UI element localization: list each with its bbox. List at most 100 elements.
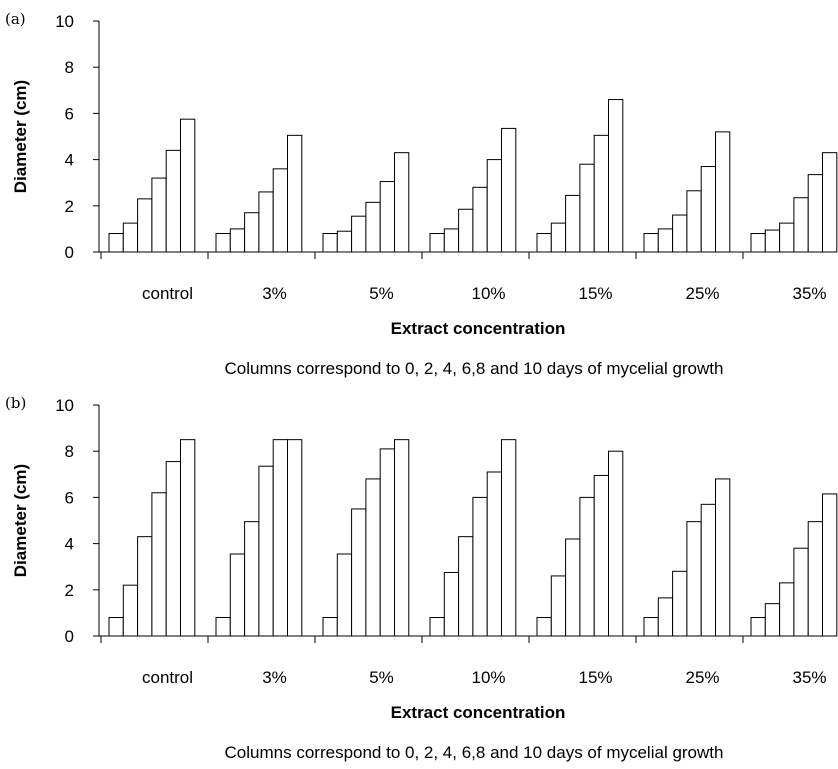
- bar: [579, 163, 595, 253]
- bar: [593, 474, 610, 637]
- x-tick-label: 5%: [369, 668, 394, 687]
- bar: [458, 208, 474, 253]
- bar: [215, 617, 231, 637]
- bar: [486, 159, 503, 253]
- bar: [258, 191, 274, 253]
- bar: [579, 496, 595, 637]
- bar: [807, 521, 824, 637]
- bar: [272, 439, 289, 637]
- bar: [750, 617, 766, 637]
- bar: [565, 194, 581, 253]
- bar: [229, 553, 246, 637]
- x-tick-label: control: [142, 668, 193, 687]
- y-tick-label: 10: [55, 396, 74, 415]
- bar: [793, 197, 809, 253]
- y-tick-label: 0: [65, 243, 74, 262]
- bar: [550, 222, 567, 253]
- bar: [244, 212, 260, 253]
- bar: [608, 450, 624, 637]
- bar: [336, 553, 353, 637]
- bar-chart-b: Extract concentration Columns correspond…: [11, 396, 838, 762]
- bar: [287, 134, 303, 253]
- x-tick-label: 25%: [685, 284, 719, 303]
- bar: [672, 214, 688, 253]
- y-tick-label: 6: [65, 488, 74, 507]
- bar: [472, 186, 488, 253]
- bar: [137, 198, 153, 253]
- bar: [443, 228, 460, 253]
- bar: [137, 536, 153, 637]
- bar: [501, 439, 517, 637]
- bar: [593, 134, 610, 253]
- x-tick-label: 15%: [578, 668, 612, 687]
- bar: [700, 166, 717, 253]
- bar: [608, 99, 624, 253]
- y-tick-label: 8: [65, 58, 74, 77]
- bar: [822, 493, 838, 637]
- bar: [686, 521, 702, 637]
- bar: [365, 478, 381, 637]
- chart-panel-a: (a) Extract concentration Columns corres…: [0, 0, 838, 384]
- bar: [365, 201, 381, 253]
- bar: [351, 508, 367, 637]
- bar: [501, 127, 517, 253]
- y-tick-label: 6: [65, 104, 74, 123]
- panel-label: (b): [5, 394, 27, 412]
- x-tick-label: 3%: [262, 284, 287, 303]
- chart-note: Columns correspond to 0, 2, 4, 6,8 and 1…: [225, 743, 724, 762]
- bar: [822, 152, 838, 253]
- bar: [565, 538, 581, 637]
- bar: [657, 228, 674, 253]
- bar: [764, 603, 781, 637]
- bar: [180, 118, 196, 253]
- y-tick-label: 4: [65, 535, 74, 554]
- bar: [643, 233, 659, 253]
- x-axis-label: Extract concentration: [391, 319, 566, 338]
- bar: [108, 233, 124, 253]
- bar: [108, 617, 124, 637]
- y-axis-label: Diameter (cm): [11, 80, 30, 193]
- chart-panel-b: (b) Extract concentration Columns corres…: [0, 384, 838, 768]
- bar: [165, 461, 181, 637]
- bar: [715, 131, 731, 253]
- x-tick-label: 3%: [262, 668, 287, 687]
- bar: [443, 571, 460, 637]
- bar: [258, 465, 274, 637]
- bar: [643, 617, 659, 637]
- x-axis-label: Extract concentration: [391, 703, 566, 722]
- x-tick-label: 5%: [369, 284, 394, 303]
- bar: [151, 492, 167, 637]
- bar: [486, 471, 503, 637]
- x-tick-label: 10%: [471, 284, 505, 303]
- bar: [807, 174, 824, 253]
- bar: [700, 503, 717, 637]
- x-tick-label: control: [142, 284, 193, 303]
- bar: [215, 233, 231, 253]
- bar: [550, 575, 567, 637]
- x-tick-label: 35%: [792, 668, 826, 687]
- bar: [793, 547, 809, 637]
- bar: [672, 570, 688, 637]
- bar: [272, 168, 289, 253]
- bar: [122, 222, 139, 253]
- bar: [287, 439, 303, 637]
- x-tick-label: 10%: [471, 668, 505, 687]
- bar: [229, 228, 246, 253]
- y-tick-label: 2: [65, 581, 74, 600]
- bar: [686, 190, 702, 253]
- bar: [379, 181, 396, 253]
- bar: [429, 233, 445, 253]
- bar: [779, 222, 795, 253]
- bar: [779, 582, 795, 637]
- bar: [165, 149, 181, 253]
- bar: [151, 177, 167, 253]
- bar: [180, 439, 196, 637]
- bar: [322, 617, 338, 637]
- bar: [336, 230, 353, 253]
- bar: [351, 215, 367, 253]
- x-tick-label: 35%: [792, 284, 826, 303]
- chart-note: Columns correspond to 0, 2, 4, 6,8 and 1…: [225, 359, 724, 378]
- bar: [394, 152, 410, 253]
- y-tick-label: 8: [65, 442, 74, 461]
- bar: [322, 233, 338, 253]
